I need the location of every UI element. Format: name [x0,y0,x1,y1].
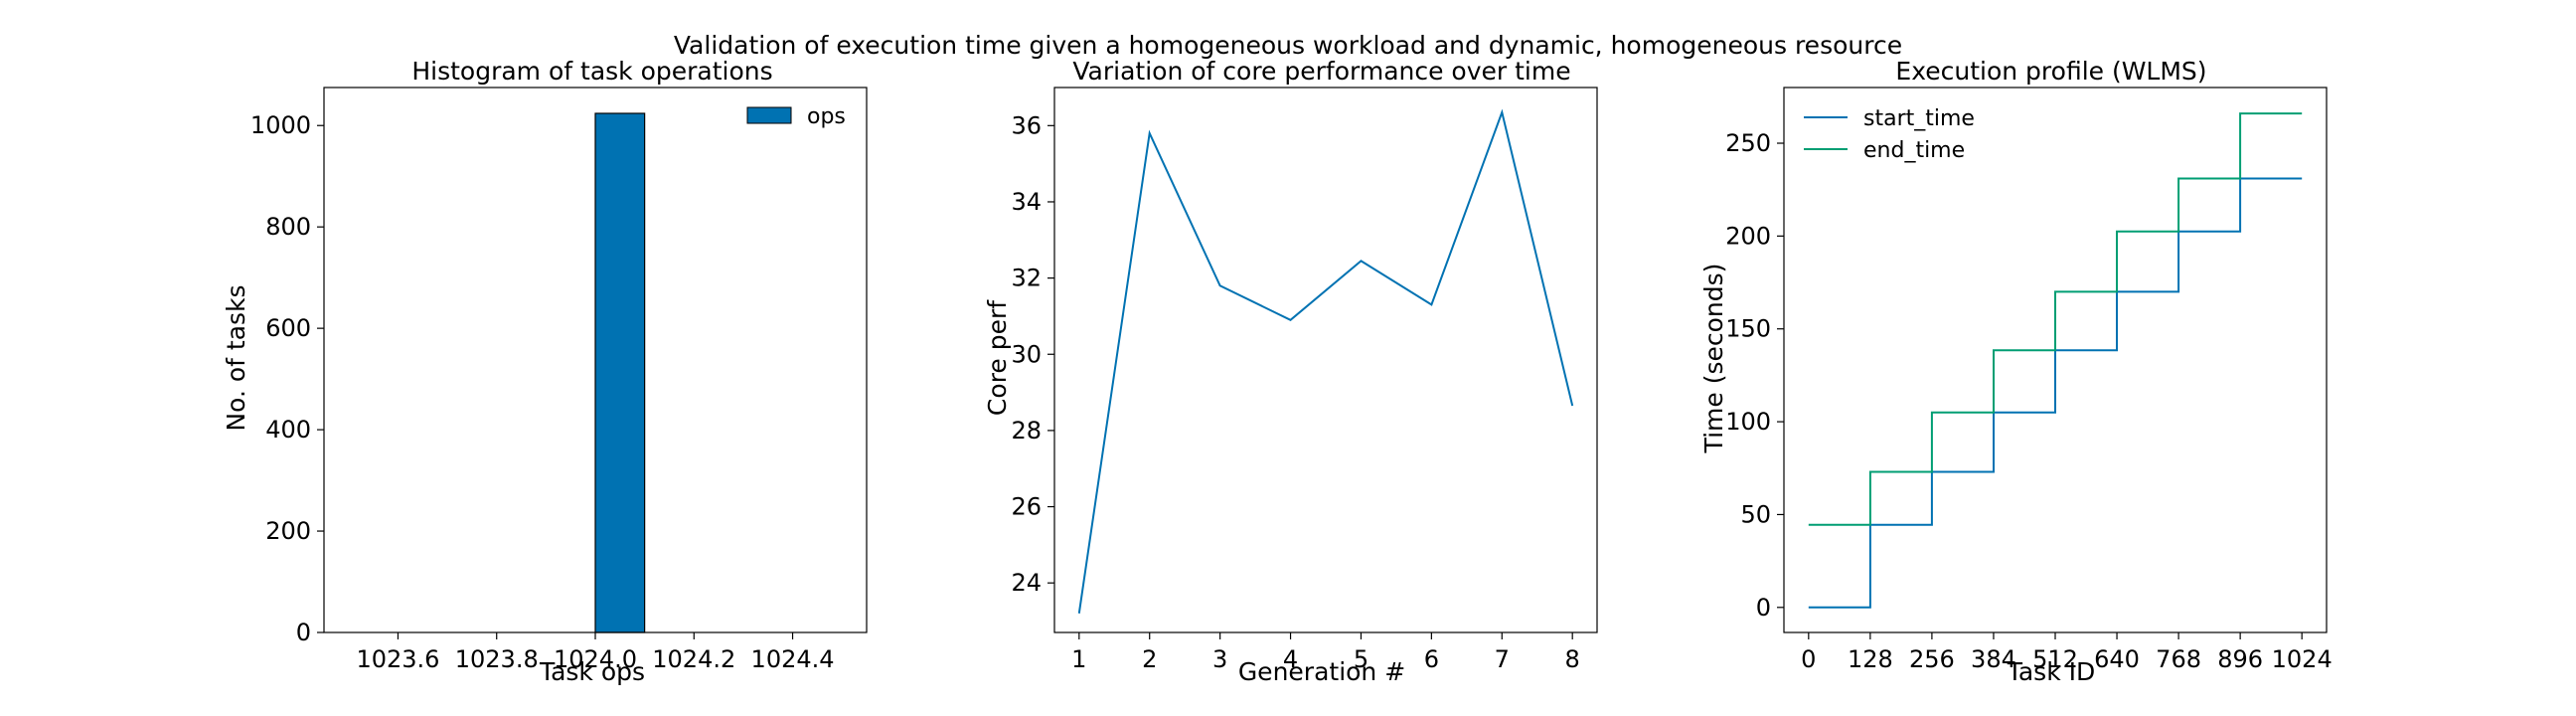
execution-profile-xtick-label: 896 [2217,645,2263,673]
core-performance-xtick-label: 7 [1495,645,1510,673]
histogram-xtick-label: 1024.2 [652,645,735,673]
core-performance-xtick-label: 4 [1283,645,1298,673]
histogram-ytick-label: 1000 [250,111,311,139]
core-performance-ytick-label: 36 [1011,111,1042,139]
histogram-bar [594,112,646,633]
core-performance-xtick-label: 8 [1565,645,1580,673]
execution-profile-end-time-line [1808,112,2303,526]
execution-profile-xtick-label: 1024 [2272,645,2333,673]
histogram-title: Histogram of task operations [411,57,772,86]
core-performance-xtick-label: 3 [1212,645,1227,673]
execution-profile-xtick-label: 384 [1971,645,2016,673]
execution-profile-start-time-line [1808,177,2303,609]
execution-profile-xlabel: Task ID [2007,657,2096,686]
execution-profile-legend-label: end_time [1863,138,1965,163]
execution-profile-ytick-label: 50 [1740,500,1771,528]
core-performance-plot-frame [1053,87,1598,633]
core-performance-ylabel: Core perf [983,299,1012,416]
core-performance-ytick-label: 30 [1011,340,1042,368]
histogram-ytick-label: 0 [296,619,311,646]
histogram-xtick-label: 1023.8 [455,645,539,673]
execution-profile-panel: Execution profile (WLMS) Task ID Time (s… [1699,57,2333,686]
execution-profile-xtick-label: 128 [1848,645,1893,673]
histogram-ytick-label: 400 [265,416,311,444]
core-performance-ytick-label: 28 [1011,417,1042,445]
histogram-xtick-label: 1024.0 [554,645,637,673]
execution-profile-ytick-label: 200 [1725,222,1771,250]
histogram-xlabel: Task ops [539,657,645,686]
execution-profile-ytick-label: 100 [1725,408,1771,436]
histogram-ytick-label: 800 [265,213,311,241]
execution-profile-xtick-label: 512 [2032,645,2078,673]
core-performance-xtick-label: 6 [1424,645,1439,673]
histogram-plot-frame [323,87,868,633]
execution-profile-legend-label: start_time [1863,106,1975,131]
figure-suptitle: Validation of execution time given a hom… [674,31,1902,60]
core-performance-line [1077,108,1574,614]
execution-profile-plot-frame [1783,87,2328,633]
execution-profile-ytick-label: 150 [1725,315,1771,343]
histogram-legend-swatch [746,106,792,124]
execution-profile-title: Execution profile (WLMS) [1895,57,2206,86]
histogram-ytick-label: 600 [265,314,311,342]
core-performance-ytick-label: 24 [1011,569,1042,597]
histogram-panel: Histogram of task operations Task ops No… [222,57,868,686]
core-performance-panel: Variation of core performance over time … [983,57,1598,686]
core-performance-xlabel: Generation # [1238,657,1405,686]
execution-profile-ylabel: Time (seconds) [1699,264,1728,454]
execution-profile-ytick-label: 250 [1725,129,1771,157]
histogram-ylabel: No. of tasks [222,284,250,431]
histogram-xtick-label: 1023.6 [356,645,439,673]
core-performance-ytick-label: 32 [1011,265,1042,292]
core-performance-xtick-label: 1 [1071,645,1086,673]
histogram-xtick-label: 1024.4 [751,645,835,673]
execution-profile-ytick-label: 0 [1756,594,1771,622]
execution-profile-xtick-label: 256 [1909,645,1955,673]
histogram-ytick-label: 200 [265,517,311,545]
execution-profile-xtick-label: 768 [2156,645,2201,673]
core-performance-ytick-label: 26 [1011,493,1042,521]
core-performance-title: Variation of core performance over time [1072,57,1570,86]
execution-profile-xtick-label: 0 [1801,645,1816,673]
execution-profile-xtick-label: 640 [2094,645,2140,673]
core-performance-ytick-label: 34 [1011,188,1042,216]
histogram-legend-label: ops [807,104,846,129]
core-performance-xtick-label: 2 [1142,645,1157,673]
core-performance-xtick-label: 5 [1354,645,1368,673]
